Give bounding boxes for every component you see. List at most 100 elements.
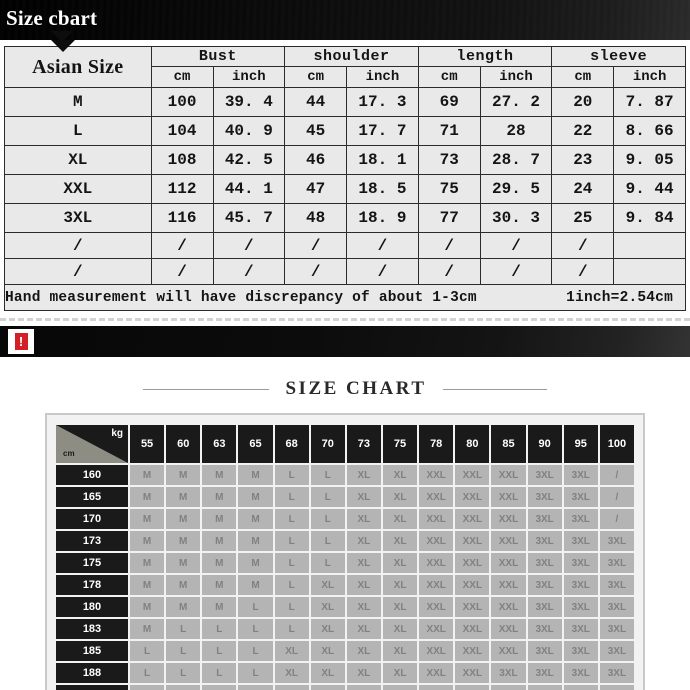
matrix-row: 180 M M M L L XL XL XL XXL XXL XXL 3XL 3XL 3XL <box>56 597 634 617</box>
rule-right <box>442 388 547 390</box>
matrix-size-cell: XXL <box>419 685 454 690</box>
matrix-size-cell: XL <box>382 641 418 661</box>
matrix-size-cell: 3XL <box>563 597 598 617</box>
matrix-size-cell: M <box>130 487 165 507</box>
matrix-size-cell: XXL <box>419 597 454 617</box>
matrix-size-cell: M <box>130 619 165 639</box>
asian-size-table: Asian Size Bust shoulder length sleeve c… <box>4 46 686 311</box>
matrix-size-cell: M <box>202 465 237 485</box>
matrix-body: 160 M M M M L L XL XL XXL XXL XXL 3XL 3XL/165 M M M M L L XL… <box>56 465 634 690</box>
matrix-size-cell: XXL <box>455 465 490 485</box>
matrix-size-cell: XXL <box>419 553 454 573</box>
size-label-cell: 3XL <box>4 203 152 233</box>
measurement-cell: 9. 44 <box>613 174 686 204</box>
matrix-size-cell: L <box>130 641 165 661</box>
matrix-weight-header: 95 <box>563 425 598 463</box>
measurement-cell: 23 <box>551 145 615 175</box>
measurement-cell: 40. 9 <box>212 116 286 146</box>
measurement-cell: 29. 5 <box>479 174 553 204</box>
measurement-cell: 108 <box>150 145 214 175</box>
diagonal-divider-icon <box>56 425 128 463</box>
matrix-size-cell: XL <box>310 597 345 617</box>
measurement-cell: 28 <box>479 116 553 146</box>
measurement-cell: 75 <box>417 174 481 204</box>
matrix-size-cell: L <box>274 575 309 595</box>
matrix-size-cell: L <box>310 509 345 529</box>
matrix-size-cell: / <box>599 509 634 529</box>
measurement-cell: / <box>346 258 419 285</box>
measurement-cell: / <box>417 232 481 259</box>
matrix-corner-cell: kg cm <box>56 425 128 463</box>
measurement-cell: / <box>284 258 348 285</box>
matrix-size-cell: M <box>202 575 237 595</box>
table-row: XXL 112 44. 1 47 18. 5 75 29. 5 24 9. 44 <box>4 174 686 204</box>
unit-header-cm: cm <box>417 66 481 88</box>
matrix-size-cell: / <box>599 465 634 485</box>
group-header-sleeve: sleeve <box>551 46 686 67</box>
matrix-size-cell: XL <box>382 465 418 485</box>
measurement-cell: 9. 05 <box>613 145 686 175</box>
matrix-size-cell: XXL <box>455 663 490 683</box>
matrix-size-cell: L <box>274 531 309 551</box>
measurement-cell: / <box>150 258 214 285</box>
matrix-size-cell: M <box>130 531 165 551</box>
size-chart-banner: Size cbart <box>0 0 690 40</box>
matrix-size-cell: M <box>166 597 201 617</box>
matrix-size-cell: M <box>166 509 201 529</box>
matrix-size-cell: XL <box>346 641 381 661</box>
matrix-size-cell: XXL <box>491 553 526 573</box>
measurement-cell: 27. 2 <box>479 87 553 117</box>
unit-header-cm: cm <box>551 66 615 88</box>
matrix-size-cell: M <box>202 531 237 551</box>
matrix-size-cell: XXL <box>491 531 526 551</box>
measurement-cell: / <box>551 258 615 285</box>
matrix-row: 190LLLLXLXLXLXLXXLXXL3XL3XL3XL3XL <box>56 685 634 690</box>
rule-left <box>143 388 270 390</box>
size-label-cell: / <box>4 258 152 285</box>
matrix-size-cell: 3XL <box>527 553 562 573</box>
measurement-cell: 18. 9 <box>346 203 419 233</box>
measurement-cell: 39. 4 <box>212 87 286 117</box>
footer-note-left: Hand measurement will have discrepancy o… <box>5 289 477 306</box>
matrix-size-cell: L <box>310 487 345 507</box>
matrix-size-cell: M <box>166 575 201 595</box>
matrix-size-cell: M <box>130 597 165 617</box>
matrix-size-cell: M <box>166 487 201 507</box>
matrix-size-cell: XL <box>310 641 345 661</box>
matrix-size-cell: 3XL <box>563 663 598 683</box>
size-label-cell: M <box>4 87 152 117</box>
measurement-cell: 20 <box>551 87 615 117</box>
matrix-weight-header: 63 <box>202 425 237 463</box>
size-label-cell: XXL <box>4 174 152 204</box>
measurement-cell: 73 <box>417 145 481 175</box>
matrix-weight-header: 85 <box>491 425 526 463</box>
matrix-size-cell: 3XL <box>599 641 634 661</box>
matrix-size-cell: XXL <box>455 575 490 595</box>
measurement-cell: / <box>346 232 419 259</box>
matrix-height-header: 185 <box>56 641 128 661</box>
matrix-row: 188 L L L L XL XL XL XL XXL XXL 3XL 3XL 3XL 3XL <box>56 663 634 683</box>
measurement-cell: / <box>479 232 553 259</box>
matrix-size-cell: XL <box>382 619 418 639</box>
matrix-size-cell: XL <box>310 685 345 690</box>
matrix-size-cell: M <box>238 575 273 595</box>
matrix-size-cell: M <box>202 553 237 573</box>
matrix-size-cell: XL <box>274 663 309 683</box>
matrix-row: 183 M L L L L XL XL XL XXL XXL XXL 3XL 3XL 3XL <box>56 619 634 639</box>
matrix-size-cell: L <box>238 663 273 683</box>
matrix-size-cell: M <box>238 509 273 529</box>
matrix-size-cell: XL <box>382 575 418 595</box>
measurement-cell: 69 <box>417 87 481 117</box>
measurement-cell <box>613 232 686 259</box>
matrix-size-cell: L <box>202 685 237 690</box>
matrix-size-cell: 3XL <box>599 685 634 690</box>
matrix-height-header: 175 <box>56 553 128 573</box>
unit-header-cm: cm <box>150 66 214 88</box>
matrix-size-cell: XL <box>274 685 309 690</box>
banner-title: Size cbart <box>6 6 98 30</box>
measurement-cell: 24 <box>551 174 615 204</box>
table-row: M 100 39. 4 44 17. 3 69 27. 2 20 7. 87 <box>4 87 686 117</box>
matrix-size-cell: L <box>130 663 165 683</box>
matrix-weight-header: 55 <box>130 425 165 463</box>
